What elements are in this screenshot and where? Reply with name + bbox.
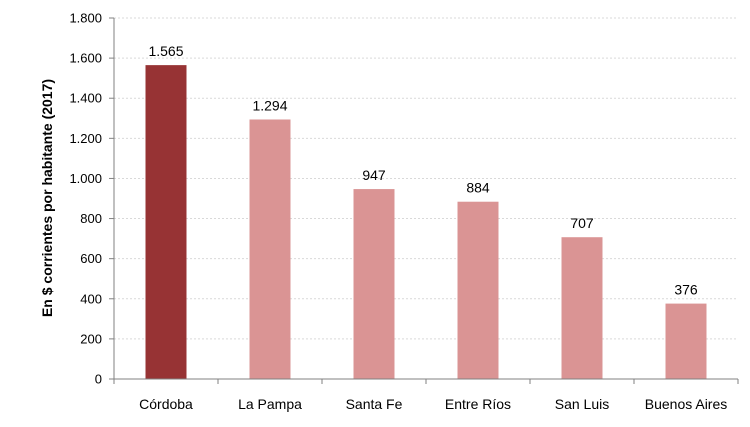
data-label: 1.294 <box>252 97 287 113</box>
data-label: 707 <box>570 215 594 231</box>
labels: 0 200 400 600 800 1.000 1.200 1.400 1.600 1.800 1.… <box>69 11 727 413</box>
data-label: 947 <box>362 167 386 183</box>
category-label: Córdoba <box>139 396 193 412</box>
bars <box>145 65 707 379</box>
data-label: 1.565 <box>148 43 183 59</box>
y-tick-label: 0 <box>95 372 102 387</box>
bar-santa-fe <box>353 189 395 379</box>
y-tick-label: 1.400 <box>69 91 102 106</box>
category-label: La Pampa <box>238 396 302 412</box>
bar-la-pampa <box>249 119 291 379</box>
y-axis-label: En $ corrientes por habitante (2017) <box>39 79 55 317</box>
y-tick-label: 1.600 <box>69 51 102 66</box>
bar-buenos-aires <box>665 303 707 379</box>
bar-córdoba <box>145 65 187 379</box>
category-label: Entre Ríos <box>445 396 511 412</box>
y-tick-label: 200 <box>80 331 102 346</box>
y-tick-label: 600 <box>80 251 102 266</box>
y-tick-label: 400 <box>80 291 102 306</box>
y-tick-label: 800 <box>80 211 102 226</box>
y-tick-label: 1.200 <box>69 131 102 146</box>
y-tick-label: 1.000 <box>69 171 102 186</box>
data-label: 376 <box>674 282 698 298</box>
category-label: Santa Fe <box>346 396 403 412</box>
bar-entre-ríos <box>457 201 499 379</box>
axes <box>109 17 739 384</box>
gridlines <box>114 17 738 340</box>
category-label: San Luis <box>555 396 609 412</box>
bar-san-luis <box>561 237 603 379</box>
y-tick-label: 1.800 <box>69 11 102 26</box>
data-label: 884 <box>466 180 490 196</box>
category-label: Buenos Aires <box>645 396 728 412</box>
